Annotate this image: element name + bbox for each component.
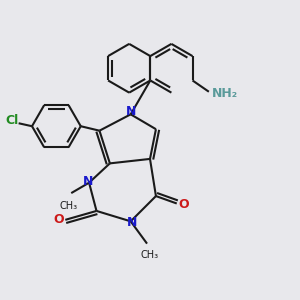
Text: N: N xyxy=(82,175,93,188)
Text: O: O xyxy=(179,198,190,211)
Text: N: N xyxy=(125,106,136,118)
Text: CH₃: CH₃ xyxy=(141,250,159,260)
Text: O: O xyxy=(53,213,64,226)
Text: CH₃: CH₃ xyxy=(59,200,77,211)
Text: N: N xyxy=(126,216,137,229)
Text: NH₂: NH₂ xyxy=(212,87,238,100)
Text: Cl: Cl xyxy=(5,114,19,128)
